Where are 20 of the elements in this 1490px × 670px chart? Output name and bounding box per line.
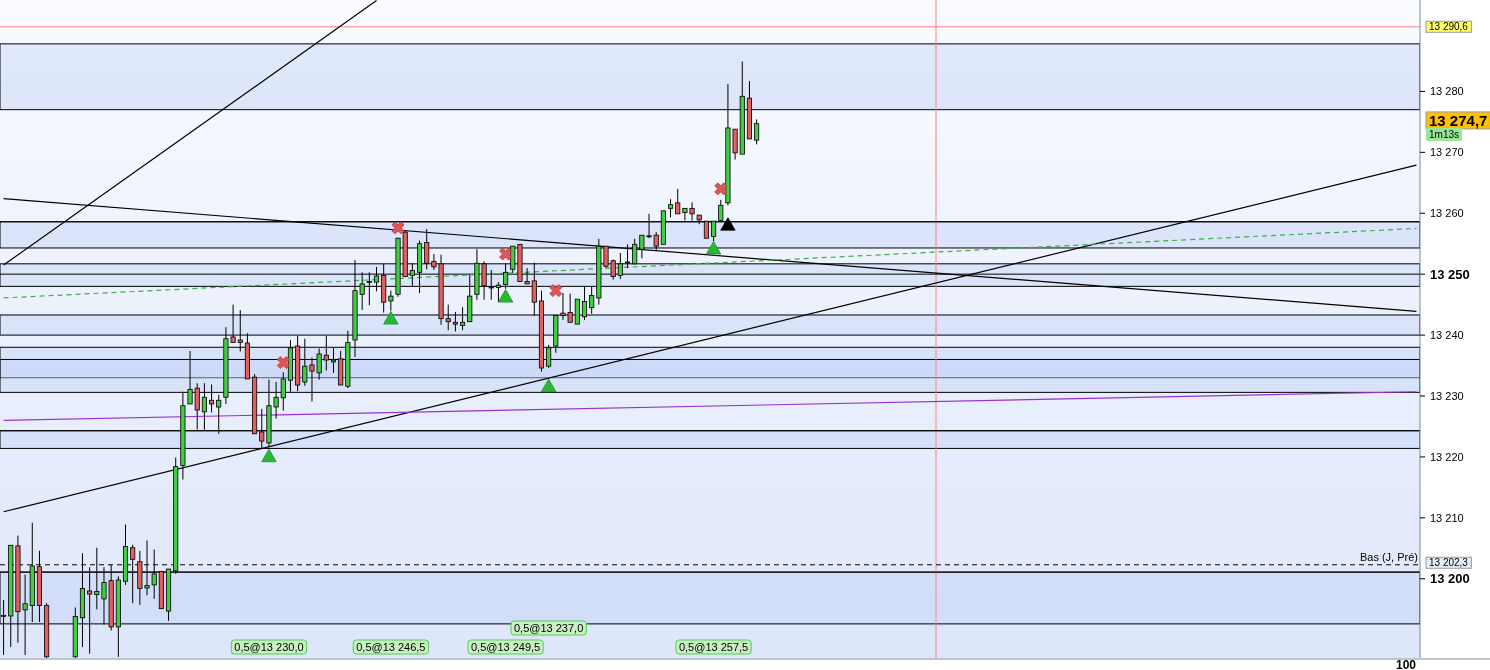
y-tick-label: 13 230 [1430,389,1464,402]
y-tick-label: 13 220 [1430,450,1464,463]
y-tick-label: 13 260 [1430,207,1464,220]
y-tick-label: 13 240 [1430,328,1464,341]
text: 1m13s [1429,128,1460,140]
annotation: 0,5@13 249,5 [470,641,541,653]
annotation: 0,5@13 237,0 [514,622,584,634]
y-tick-label: 13 270 [1430,146,1464,159]
y-tick-label: 13 280 [1430,85,1464,98]
annotation: 0,5@13 257,5 [678,641,749,653]
y-tick-label: 13 200 [1430,571,1470,587]
annotation: 0,5@13 230,0 [234,641,304,653]
text: 13 274,7 [1429,111,1488,129]
annotation: 0,5@13 246,5 [356,641,426,653]
y-tick-label: 13 250 [1430,266,1470,282]
ref-line-label: 13 202,3 [1429,557,1469,569]
y-tick-label: 13 210 [1430,511,1464,524]
annotation: 100 [1395,658,1417,670]
ref-line-label: 13 290,6 [1429,21,1469,33]
annotation: Bas (J, Pré) [1359,550,1418,563]
